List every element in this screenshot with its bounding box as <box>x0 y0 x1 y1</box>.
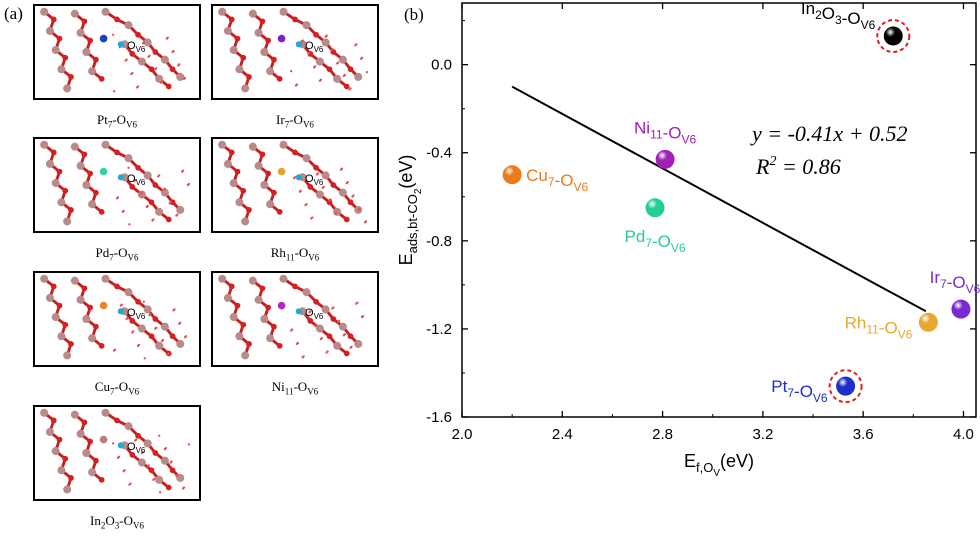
structure-caption: Ir7-OV6 <box>276 112 314 130</box>
structure-image: OV6 <box>33 4 201 100</box>
structure-caption: Rh11-OV6 <box>270 245 320 263</box>
y-tick-label: -0.8 <box>426 233 452 250</box>
point-label: Pd7-OV6 <box>625 227 686 255</box>
x-tick-label: 3.2 <box>752 426 773 443</box>
point-label: Ni11-OV6 <box>634 118 696 146</box>
data-point <box>918 312 938 332</box>
x-tick-label: 3.6 <box>853 426 874 443</box>
point-label: Pt7-OV6 <box>771 377 828 405</box>
vacancy-label: OV6 <box>127 173 146 188</box>
y-tick-label: -1.2 <box>426 321 452 338</box>
structure-image: OV6 <box>33 405 201 501</box>
point-label: Rh11-OV6 <box>845 313 913 341</box>
structure-image: OV6 <box>211 4 379 100</box>
structure-image: OV6 <box>33 137 201 233</box>
data-point <box>645 198 665 218</box>
highlight-circle <box>876 19 911 54</box>
vacancy-label: OV6 <box>127 307 146 322</box>
fit-equation: y = -0.41x + 0.52 <box>750 121 908 146</box>
y-tick-label: -1.6 <box>426 409 452 426</box>
vacancy-label: OV6 <box>305 173 324 188</box>
panel-label-b: (b) <box>404 5 424 24</box>
x-tick-label: 2.4 <box>552 426 573 443</box>
y-tick-label: 0.0 <box>431 57 452 74</box>
structure-image: OV6 <box>211 137 379 233</box>
structure-image: OV6 <box>211 271 379 367</box>
point-label: Cu7-OV6 <box>526 166 588 194</box>
point-label: Ir7-OV6 <box>930 268 980 296</box>
point-label: In2O3-OV6 <box>801 0 876 32</box>
y-axis-label: Eads,bt-CO2(eV) <box>396 155 424 266</box>
structure-caption: In2O3-OV6 <box>90 513 144 531</box>
vacancy-label: OV6 <box>305 307 324 322</box>
x-tick-label: 4.0 <box>953 426 974 443</box>
x-tick-label: 2.8 <box>652 426 673 443</box>
highlight-circle <box>828 369 863 404</box>
x-axis-label: Ef,OV(eV) <box>684 451 754 479</box>
x-tick-label: 2.0 <box>452 426 473 443</box>
data-point <box>836 376 856 396</box>
y-tick-label: -0.4 <box>426 145 452 162</box>
structure-caption: Cu7-OV6 <box>94 379 140 397</box>
plot-frame <box>461 2 977 418</box>
data-point <box>951 299 971 319</box>
panel-label-a: (a) <box>4 4 23 23</box>
structure-caption: Pd7-OV6 <box>95 245 139 263</box>
data-point <box>502 165 522 185</box>
vacancy-label: OV6 <box>127 441 146 456</box>
structure-caption: Pt7-OV6 <box>96 112 138 130</box>
data-point <box>655 149 675 169</box>
r-squared: R2 = 0.86 <box>755 154 841 179</box>
structure-image: OV6 <box>33 271 201 367</box>
vacancy-label: OV6 <box>305 40 324 55</box>
structure-caption: Ni11-OV6 <box>271 379 319 397</box>
fit-line <box>511 85 927 313</box>
vacancy-label: OV6 <box>127 40 146 55</box>
data-point <box>883 26 903 46</box>
